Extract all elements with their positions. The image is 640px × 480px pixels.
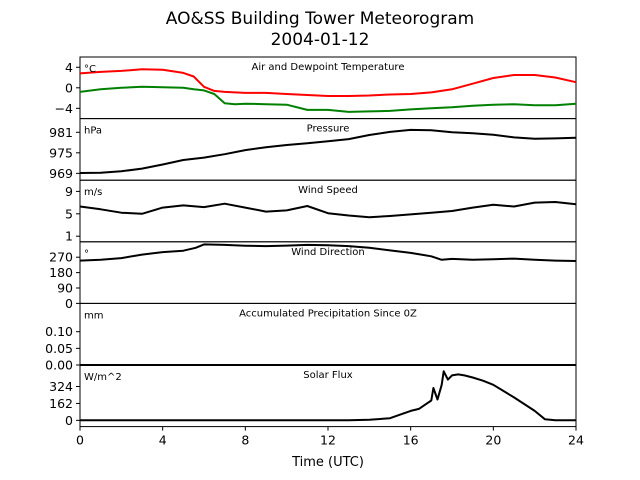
x-tick-label: 4 xyxy=(159,433,167,448)
y-tick-label: 9 xyxy=(65,184,73,199)
y-tick-label: 969 xyxy=(49,166,73,181)
panel-unit-label: W/m^2 xyxy=(84,372,122,383)
panel-2: 981 975 969 hPa Pressure xyxy=(49,118,577,181)
series-line-1 xyxy=(80,370,576,422)
y-tick-label: −4 xyxy=(55,101,73,116)
panel-3: 9 5 1 m/s Wind Speed xyxy=(65,179,577,244)
y-tick-label: 270 xyxy=(49,250,73,265)
y-tick-label: 162 xyxy=(49,396,73,411)
y-tick-label: 0 xyxy=(65,413,73,428)
x-tick-label: 20 xyxy=(485,433,501,448)
y-tick-label: 0.05 xyxy=(45,341,73,356)
x-tick-label: 0 xyxy=(76,433,84,448)
x-tick-label: 16 xyxy=(403,433,419,448)
y-tick-label: 180 xyxy=(49,265,73,280)
panel-unit-label: m/s xyxy=(84,187,102,198)
x-axis: 0 4 8 12 16 20 24 xyxy=(76,426,584,448)
series-line-1 xyxy=(79,243,577,262)
figure-title: AO&SS Building Tower Meteorogram xyxy=(166,9,474,29)
x-tick-label: 12 xyxy=(320,433,336,448)
x-tick-label: 24 xyxy=(568,433,584,448)
y-tick-label: 1 xyxy=(65,229,73,244)
series-line-1 xyxy=(79,128,577,174)
y-tick-label: 0 xyxy=(65,80,73,95)
y-tick-label: 324 xyxy=(49,379,73,394)
panel-title: Accumulated Precipitation Since 0Z xyxy=(239,308,417,319)
y-tick-label: 0.00 xyxy=(45,358,73,373)
panel-unit-label: hPa xyxy=(84,126,102,137)
y-tick-label: 4 xyxy=(65,60,73,75)
y-tick-label: 981 xyxy=(49,125,73,140)
panel-unit-label: °C xyxy=(84,64,96,75)
y-tick-label: 90 xyxy=(57,281,73,296)
y-tick-label: 5 xyxy=(65,206,73,221)
x-axis-label: Time (UTC) xyxy=(291,455,364,470)
panel-unit-label: mm xyxy=(84,310,103,321)
panel-6: 324 162 0 W/m^2 Solar Flux xyxy=(49,364,577,428)
figure-subtitle: 2004-01-12 xyxy=(271,30,370,50)
y-tick-label: 0 xyxy=(65,296,73,311)
y-tick-label: 0.10 xyxy=(45,324,73,339)
series-line-1 xyxy=(79,201,577,219)
panel-title: Solar Flux xyxy=(303,370,353,381)
panel-unit-label: ° xyxy=(84,249,89,260)
panel-title: Wind Direction xyxy=(291,247,365,258)
y-tick-label: 975 xyxy=(49,145,73,160)
series-line-1 xyxy=(79,68,577,97)
panel-title: Wind Speed xyxy=(298,185,358,196)
panel-5: 0.10 0.05 0.00 mm Accumulated Precipitation … xyxy=(45,302,577,373)
series-line-2 xyxy=(79,85,577,113)
panel-title: Air and Dewpoint Temperature xyxy=(252,62,405,73)
x-tick-label: 8 xyxy=(241,433,249,448)
panel-title: Pressure xyxy=(307,124,350,135)
panel-1: 4 0 −4 °C Air and Dewpoint Temperature xyxy=(55,56,577,120)
panels: 4 0 −4 °C Air and Dewpoint Temperature 981 975… xyxy=(45,56,577,428)
